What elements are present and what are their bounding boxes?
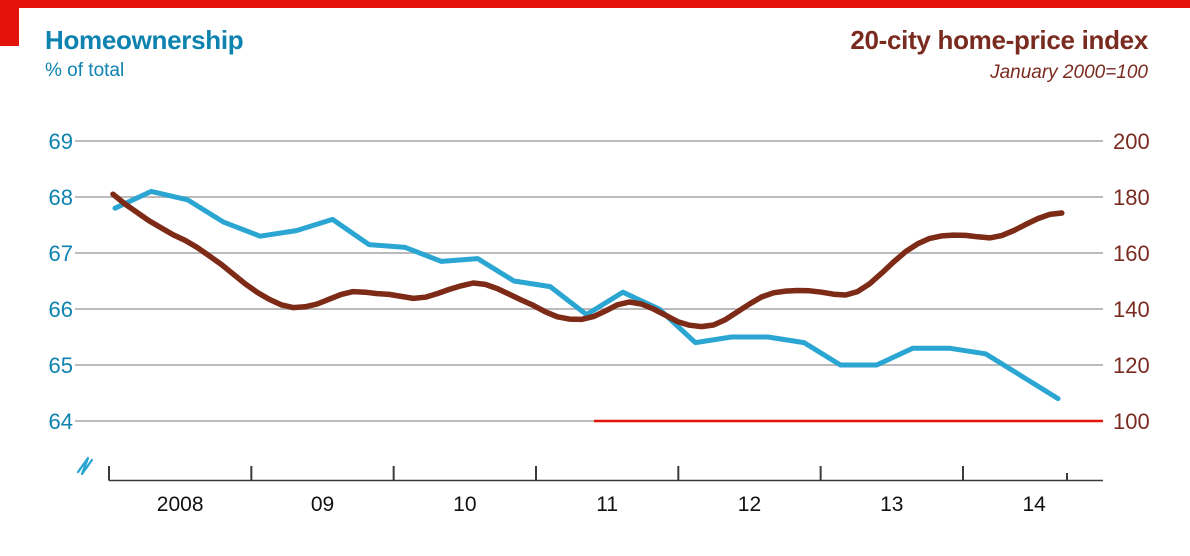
x-axis-year-label: 11 (596, 493, 618, 516)
chart-title-home-price-index: 20-city home-price index (850, 25, 1148, 55)
left-axis-units-label: % of total (45, 60, 125, 81)
x-axis-year-label: 09 (311, 493, 334, 516)
chart-title-homeownership: Homeownership (45, 25, 244, 55)
right-axis-tick-label: 120 (1113, 353, 1150, 378)
left-axis-tick-label: 69 (49, 129, 73, 154)
x-axis-year-label: 14 (1022, 493, 1046, 516)
masthead-red-bar (0, 0, 1190, 8)
right-axis-tick-label: 160 (1113, 241, 1150, 266)
left-axis-tick-label: 65 (49, 353, 73, 378)
right-axis-tick-label: 140 (1113, 297, 1150, 322)
right-axis-tick-label: 100 (1113, 409, 1150, 434)
homeownership-line (112, 188, 1061, 402)
x-axis-year-label: 13 (880, 493, 903, 516)
axis-break-icon (76, 456, 94, 476)
right-axis-tick-label: 180 (1113, 185, 1150, 210)
left-axis-tick-label: 66 (49, 297, 73, 322)
right-axis-tick-label: 200 (1113, 129, 1150, 154)
right-axis-units-label: January 2000=100 (990, 62, 1148, 83)
left-axis-tick-label: 67 (49, 241, 73, 266)
home-price-index-line (110, 191, 1065, 330)
x-axis-year-label: 2008 (157, 493, 204, 516)
left-axis-tick-label: 68 (49, 185, 73, 210)
x-axis-year-label: 10 (453, 493, 476, 516)
left-axis-tick-label: 64 (49, 409, 73, 434)
x-axis-year-label: 12 (738, 493, 761, 516)
masthead-red-tab (0, 0, 19, 46)
